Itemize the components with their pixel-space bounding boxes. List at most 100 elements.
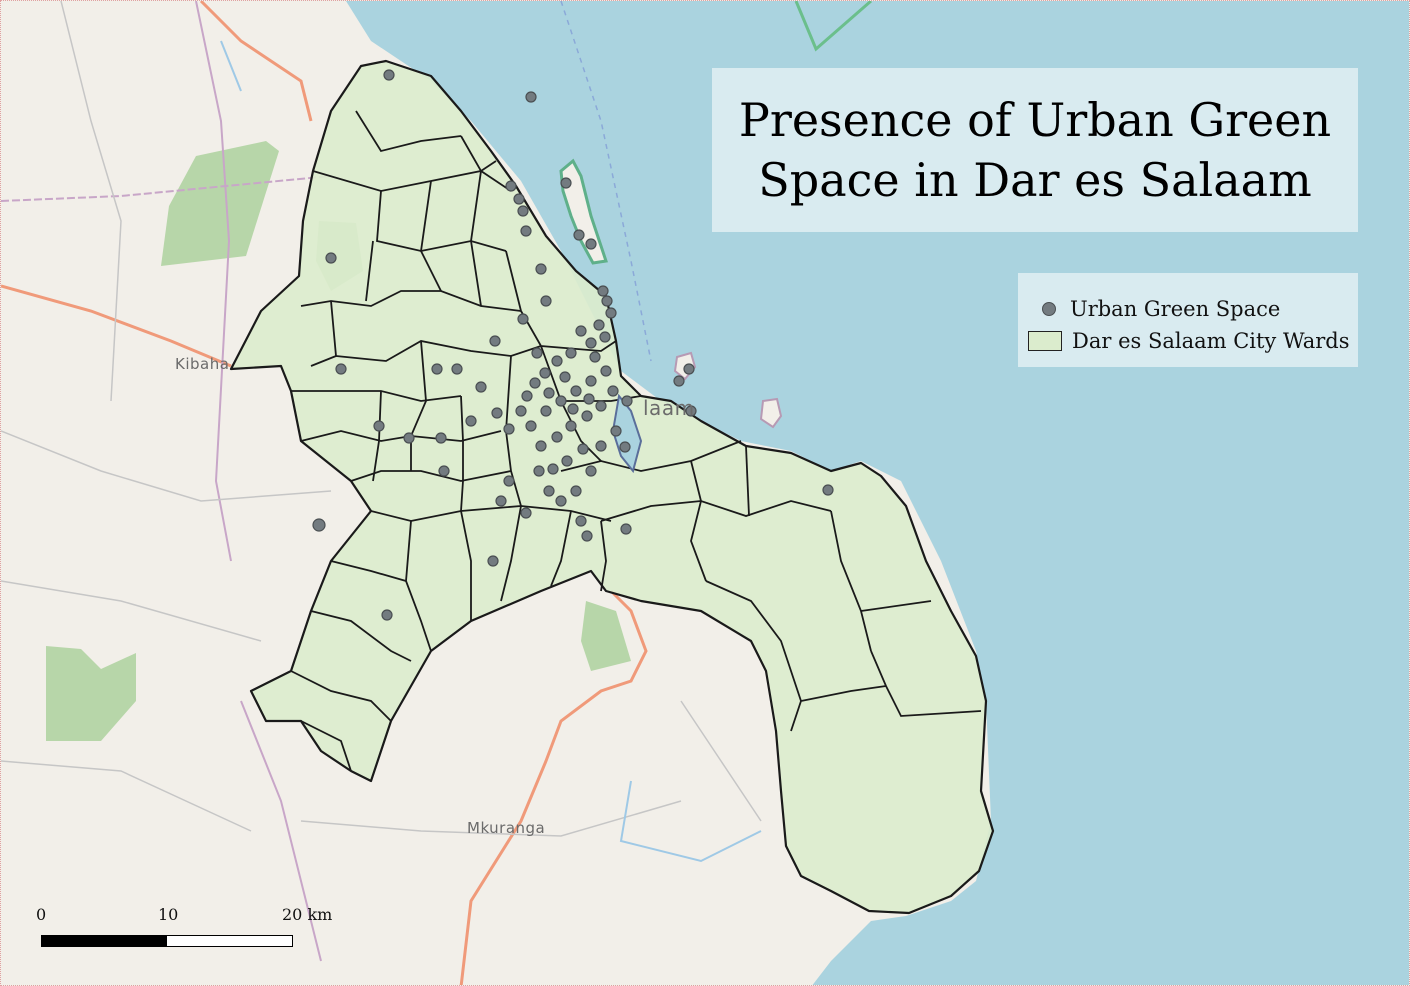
green-space-point bbox=[520, 507, 532, 519]
place-label-mkuranga: Mkuranga bbox=[467, 819, 546, 837]
green-space-point bbox=[491, 407, 503, 419]
forest-area bbox=[46, 646, 136, 741]
green-space-point bbox=[585, 238, 597, 250]
scale-tick-20: 20 km bbox=[282, 905, 333, 924]
green-space-point bbox=[555, 495, 567, 507]
green-space-point bbox=[451, 363, 463, 375]
green-space-point bbox=[535, 263, 547, 275]
green-space-point bbox=[465, 415, 477, 427]
green-space-point bbox=[521, 390, 533, 402]
legend-label-wards: Dar es Salaam City Wards bbox=[1072, 329, 1350, 353]
map-title-box: Presence of Urban Green Space in Dar es … bbox=[712, 68, 1358, 232]
green-space-point bbox=[383, 69, 395, 81]
green-space-point bbox=[325, 252, 337, 264]
green-space-point bbox=[585, 375, 597, 387]
green-space-point bbox=[335, 363, 347, 375]
green-space-point bbox=[531, 347, 543, 359]
green-space-point bbox=[620, 523, 632, 535]
green-space-point bbox=[599, 331, 611, 343]
green-space-point bbox=[685, 405, 697, 417]
map-title: Presence of Urban Green Space in Dar es … bbox=[738, 93, 1332, 207]
green-space-point bbox=[600, 365, 612, 377]
green-space-point bbox=[503, 423, 515, 435]
maritime-boundary bbox=[794, 1, 872, 52]
sea-area bbox=[346, 1, 1409, 985]
place-label-dar-es-salaam: laam bbox=[643, 396, 695, 420]
green-space-point bbox=[438, 465, 450, 477]
green-space-point bbox=[565, 347, 577, 359]
green-space-point bbox=[619, 441, 631, 453]
green-space-point bbox=[581, 410, 593, 422]
green-space-point bbox=[505, 180, 517, 192]
island bbox=[559, 158, 608, 265]
green-space-point bbox=[535, 440, 547, 452]
scale-bar-segment bbox=[167, 936, 292, 946]
green-space-point bbox=[543, 485, 555, 497]
island bbox=[759, 397, 783, 429]
green-space-point bbox=[431, 363, 443, 375]
green-space-point bbox=[577, 443, 589, 455]
green-space-point bbox=[561, 455, 573, 467]
green-space-point bbox=[529, 377, 541, 389]
green-space-point bbox=[621, 395, 633, 407]
green-space-point bbox=[547, 463, 559, 475]
scale-bar-segment bbox=[42, 936, 167, 946]
green-space-point bbox=[475, 381, 487, 393]
place-label-kibaha: Kibaha bbox=[175, 355, 230, 373]
green-space-point bbox=[581, 530, 593, 542]
road-network bbox=[1, 1, 762, 985]
green-space-point bbox=[595, 440, 607, 452]
green-space-point bbox=[551, 431, 563, 443]
green-space-point bbox=[520, 225, 532, 237]
green-space-point bbox=[597, 285, 609, 297]
legend-item-green-space: Urban Green Space bbox=[1028, 297, 1280, 321]
green-space-point bbox=[610, 425, 622, 437]
forest-area bbox=[161, 141, 279, 266]
green-space-point bbox=[403, 432, 415, 444]
green-space-point bbox=[517, 313, 529, 325]
green-space-point bbox=[540, 405, 552, 417]
scale-bar bbox=[41, 935, 293, 947]
green-space-point bbox=[543, 387, 555, 399]
green-space-points bbox=[312, 69, 834, 621]
legend-label-green-space: Urban Green Space bbox=[1070, 297, 1281, 321]
green-space-point bbox=[540, 295, 552, 307]
green-space-point bbox=[822, 484, 834, 496]
green-space-point bbox=[570, 485, 582, 497]
green-space-point bbox=[583, 393, 595, 405]
legend-item-wards: Dar es Salaam City Wards bbox=[1028, 329, 1350, 353]
green-space-point bbox=[381, 609, 393, 621]
scale-tick-10: 10 bbox=[158, 905, 179, 924]
green-space-point bbox=[573, 229, 585, 241]
green-space-point bbox=[373, 420, 385, 432]
green-space-point bbox=[487, 555, 499, 567]
green-space-point bbox=[589, 351, 601, 363]
forest-area bbox=[581, 601, 631, 671]
green-space-point bbox=[560, 177, 572, 189]
green-space-point-icon bbox=[1042, 302, 1056, 316]
green-space-point bbox=[312, 518, 326, 532]
green-space-point bbox=[495, 495, 507, 507]
green-space-point bbox=[595, 400, 607, 412]
green-space-point bbox=[559, 371, 571, 383]
ward-boundaries bbox=[290, 110, 982, 772]
green-space-point bbox=[525, 420, 537, 432]
green-space-point bbox=[503, 475, 515, 487]
green-space-point bbox=[513, 193, 525, 205]
green-space-point bbox=[533, 465, 545, 477]
green-space-point bbox=[585, 337, 597, 349]
green-space-point bbox=[673, 375, 685, 387]
green-space-point bbox=[565, 420, 577, 432]
green-space-point bbox=[539, 367, 551, 379]
green-space-point bbox=[601, 295, 613, 307]
green-space-point bbox=[567, 403, 579, 415]
green-space-point bbox=[435, 432, 447, 444]
green-space-point bbox=[585, 465, 597, 477]
green-space-point bbox=[605, 307, 617, 319]
green-space-point bbox=[551, 355, 563, 367]
green-space-point bbox=[683, 363, 695, 375]
green-space-point bbox=[517, 205, 529, 217]
green-space-point bbox=[525, 91, 537, 103]
map-legend: Urban Green Space Dar es Salaam City War… bbox=[1018, 273, 1358, 367]
